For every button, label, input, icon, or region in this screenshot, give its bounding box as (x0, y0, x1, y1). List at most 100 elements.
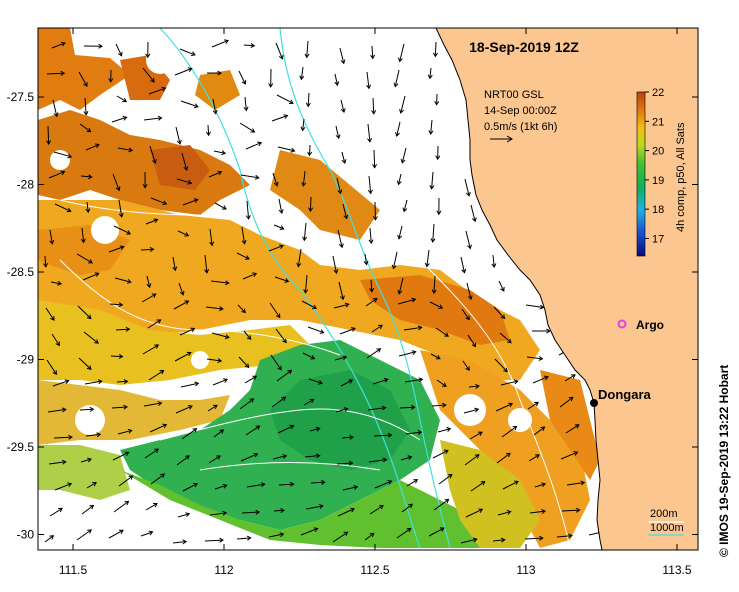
current-vector-head (538, 355, 544, 361)
current-vector-head (475, 383, 480, 389)
current-vector (496, 452, 511, 464)
current-vector (336, 462, 353, 465)
current-vector-head (118, 529, 124, 535)
current-vector (566, 481, 585, 486)
current-vector-head (439, 527, 445, 532)
current-vector-head (411, 297, 417, 303)
current-vector (172, 540, 187, 544)
current-vector (243, 44, 255, 47)
current-vector-head (118, 353, 124, 359)
current-vector-head (224, 334, 230, 340)
y-tick-label: -28.5 (7, 265, 35, 279)
current-vector (238, 356, 250, 368)
current-vector (116, 380, 128, 383)
current-vector (339, 327, 356, 335)
x-tick-label: 113.5 (662, 563, 691, 577)
current-vector (49, 507, 63, 517)
current-vector-head (282, 338, 287, 344)
current-vector (117, 429, 132, 435)
current-vector-head (283, 114, 289, 119)
current-vector (364, 253, 367, 265)
current-vector-head (372, 216, 378, 221)
current-vector-head (94, 272, 100, 277)
current-vector (370, 279, 373, 292)
current-vector-head (430, 238, 436, 243)
current-vector (392, 251, 398, 269)
current-vector-head (249, 398, 255, 403)
current-vector (460, 256, 465, 273)
current-vector (146, 275, 151, 288)
current-vector (460, 538, 477, 544)
current-vector (213, 150, 226, 154)
current-vector-head (318, 380, 323, 385)
current-vector (437, 428, 451, 433)
current-vector-head (94, 339, 99, 344)
x-tick-label: 112.5 (360, 563, 389, 577)
current-vector (432, 223, 435, 242)
current-vector-head (541, 482, 547, 488)
current-vector-head (465, 366, 470, 371)
current-vector-head (122, 115, 128, 121)
current-vector-head (252, 272, 258, 278)
current-vector-head (123, 404, 129, 410)
current-vector-head (308, 207, 314, 213)
current-vector-head (435, 155, 441, 161)
current-vector (272, 455, 287, 460)
current-vector (334, 356, 347, 361)
current-vector (493, 306, 505, 319)
current-vector (273, 509, 285, 512)
current-vector (340, 99, 345, 113)
current-vector-head (574, 424, 580, 429)
current-vector-head (221, 205, 227, 210)
current-vector (79, 123, 91, 133)
current-vector (84, 97, 87, 115)
current-vector-head (443, 449, 449, 455)
current-vector (432, 450, 449, 459)
current-vector (182, 199, 198, 206)
current-vector-head (539, 304, 545, 310)
current-vector-head (396, 180, 402, 186)
current-vector-head (194, 381, 200, 387)
contour-legend-200: 200m (650, 508, 678, 520)
current-vector (241, 226, 246, 244)
current-vector (278, 198, 283, 214)
current-vector-head (241, 308, 246, 314)
current-vector-head (192, 428, 198, 433)
current-vector (366, 71, 370, 89)
current-vector-head (303, 289, 309, 294)
current-vector-head (337, 189, 343, 195)
current-vector (494, 358, 508, 373)
current-vector-head (334, 81, 340, 87)
current-vector (426, 249, 430, 267)
colorbar-tick-label: 19 (652, 175, 664, 187)
current-vector-head (503, 367, 508, 373)
current-vector-head (541, 509, 547, 514)
current-vector (433, 275, 436, 294)
current-vector-head (94, 143, 100, 149)
current-legend: NRT00 GSL 14-Sep 00:00Z 0.5m/s (1kt 6h) (484, 89, 557, 143)
current-vector-head (223, 378, 229, 383)
current-vector (339, 47, 345, 64)
current-vector (140, 248, 154, 251)
argo-marker: Argo (617, 318, 664, 332)
current-vector-head (353, 485, 359, 490)
current-vector-head (244, 255, 250, 260)
current-vector (500, 380, 518, 386)
current-vector (502, 480, 519, 490)
current-vector (207, 404, 218, 412)
current-vector (141, 293, 157, 303)
current-vector-head (86, 365, 92, 370)
current-vector (304, 274, 308, 293)
current-vector-head (182, 539, 188, 545)
current-vector-head (312, 304, 317, 310)
current-vector-head (260, 482, 266, 488)
current-vector (173, 300, 189, 310)
current-vector-head (279, 532, 285, 538)
current-vector (54, 203, 71, 212)
current-vector (435, 327, 449, 337)
current-vector (309, 196, 312, 212)
current-vector (334, 73, 338, 86)
y-tick-label: -27.5 (7, 90, 35, 104)
current-vector-head (288, 99, 294, 105)
current-vector (406, 479, 418, 487)
